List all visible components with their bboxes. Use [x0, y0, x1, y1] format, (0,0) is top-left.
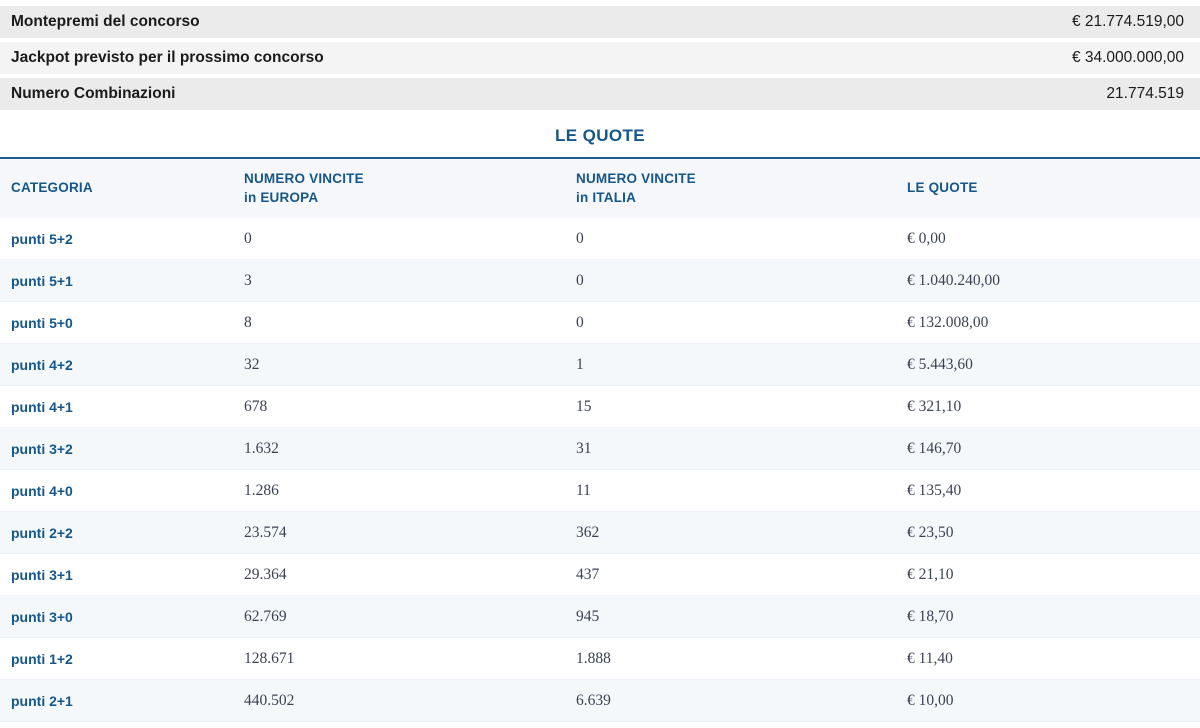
europe-wins-cell: 440.502	[244, 691, 295, 709]
category-cell: punti 4+2	[11, 356, 73, 373]
quote-cell: € 146,70	[907, 439, 962, 457]
title-divider	[0, 157, 1200, 159]
summary-row-combinazioni: Numero Combinazioni 21.774.519	[0, 78, 1200, 110]
italy-wins-cell: 0	[576, 313, 584, 331]
category-cell: punti 5+0	[11, 314, 73, 331]
quote-cell: € 23,50	[907, 523, 954, 541]
table-row: punti 5+2 0 0 € 0,00	[0, 218, 1200, 260]
category-cell: punti 3+2	[11, 440, 73, 457]
italy-wins-cell: 1	[576, 355, 584, 373]
quote-cell: € 135,40	[907, 481, 962, 499]
italy-wins-cell: 6.639	[576, 691, 611, 709]
quote-cell: € 10,00	[907, 691, 954, 709]
column-header-categoria: CATEGORIA	[11, 180, 93, 196]
quote-cell: € 132.008,00	[907, 313, 989, 331]
italy-wins-cell: 362	[576, 523, 600, 541]
category-cell: punti 3+1	[11, 566, 73, 583]
category-cell: punti 4+1	[11, 398, 73, 415]
quote-cell: € 5.443,60	[907, 355, 973, 373]
italy-wins-cell: 0	[576, 229, 584, 247]
table-row: punti 3+0 62.769 945 € 18,70	[0, 596, 1200, 638]
table-row: punti 5+0 8 0 € 132.008,00	[0, 302, 1200, 344]
europe-wins-cell: 1.632	[244, 439, 279, 457]
europe-wins-cell: 29.364	[244, 565, 287, 583]
europe-wins-cell: 62.769	[244, 607, 287, 625]
table-row: punti 4+0 1.286 11 € 135,40	[0, 470, 1200, 512]
quote-cell: € 11,40	[907, 649, 953, 667]
table-row: punti 3+1 29.364 437 € 21,10	[0, 554, 1200, 596]
quote-cell: € 18,70	[907, 607, 954, 625]
prize-summary: Montepremi del concorso € 21.774.519,00 …	[0, 0, 1200, 110]
quote-cell: € 321,10	[907, 397, 962, 415]
quotes-table-header: CATEGORIA NUMERO VINCITE in EUROPA NUMER…	[0, 159, 1200, 218]
quote-cell: € 1.040.240,00	[907, 271, 1000, 289]
summary-value: 21.774.519	[1106, 85, 1184, 102]
table-row: punti 2+2 23.574 362 € 23,50	[0, 512, 1200, 554]
italy-wins-cell: 437	[576, 565, 600, 583]
italy-wins-cell: 1.888	[576, 649, 611, 667]
italy-wins-cell: 945	[576, 607, 600, 625]
summary-row-jackpot: Jackpot previsto per il prossimo concors…	[0, 42, 1200, 74]
summary-label: Numero Combinazioni	[11, 85, 176, 102]
summary-label: Jackpot previsto per il prossimo concors…	[11, 49, 324, 66]
europe-wins-cell: 32	[244, 355, 260, 373]
quotes-table-body: punti 5+2 0 0 € 0,00 punti 5+1 3 0 € 1.0…	[0, 218, 1200, 722]
europe-wins-cell: 128.671	[244, 649, 295, 667]
italy-wins-cell: 0	[576, 271, 584, 289]
table-row: punti 3+2 1.632 31 € 146,70	[0, 428, 1200, 470]
table-row: punti 4+2 32 1 € 5.443,60	[0, 344, 1200, 386]
column-header-vincite-europa: NUMERO VINCITE in EUROPA	[244, 170, 364, 205]
europe-wins-cell: 0	[244, 229, 252, 247]
summary-value: € 21.774.519,00	[1071, 13, 1184, 30]
category-cell: punti 5+1	[11, 272, 73, 289]
table-row: punti 1+2 128.671 1.888 € 11,40	[0, 638, 1200, 680]
summary-row-montepremi: Montepremi del concorso € 21.774.519,00	[0, 6, 1200, 38]
summary-value: € 34.000.000,00	[1071, 49, 1184, 66]
category-cell: punti 5+2	[11, 230, 73, 247]
europe-wins-cell: 3	[244, 271, 252, 289]
europe-wins-cell: 1.286	[244, 481, 279, 499]
quote-cell: € 21,10	[907, 565, 954, 583]
table-row: punti 5+1 3 0 € 1.040.240,00	[0, 260, 1200, 302]
europe-wins-cell: 8	[244, 313, 252, 331]
table-row: punti 4+1 678 15 € 321,10	[0, 386, 1200, 428]
quote-cell: € 0,00	[907, 229, 946, 247]
column-header-vincite-italia: NUMERO VINCITE in ITALIA	[576, 170, 696, 205]
column-header-le-quote: LE QUOTE	[907, 180, 978, 196]
europe-wins-cell: 23.574	[244, 523, 287, 541]
table-row: punti 2+1 440.502 6.639 € 10,00	[0, 680, 1200, 722]
italy-wins-cell: 31	[576, 439, 592, 457]
italy-wins-cell: 11	[576, 481, 591, 499]
europe-wins-cell: 678	[244, 397, 268, 415]
category-cell: punti 4+0	[11, 482, 73, 499]
category-cell: punti 1+2	[11, 650, 73, 667]
category-cell: punti 3+0	[11, 608, 73, 625]
category-cell: punti 2+1	[11, 692, 73, 709]
section-title-le-quote: LE QUOTE	[554, 126, 646, 145]
summary-label: Montepremi del concorso	[11, 13, 200, 30]
italy-wins-cell: 15	[576, 397, 592, 415]
category-cell: punti 2+2	[11, 524, 73, 541]
